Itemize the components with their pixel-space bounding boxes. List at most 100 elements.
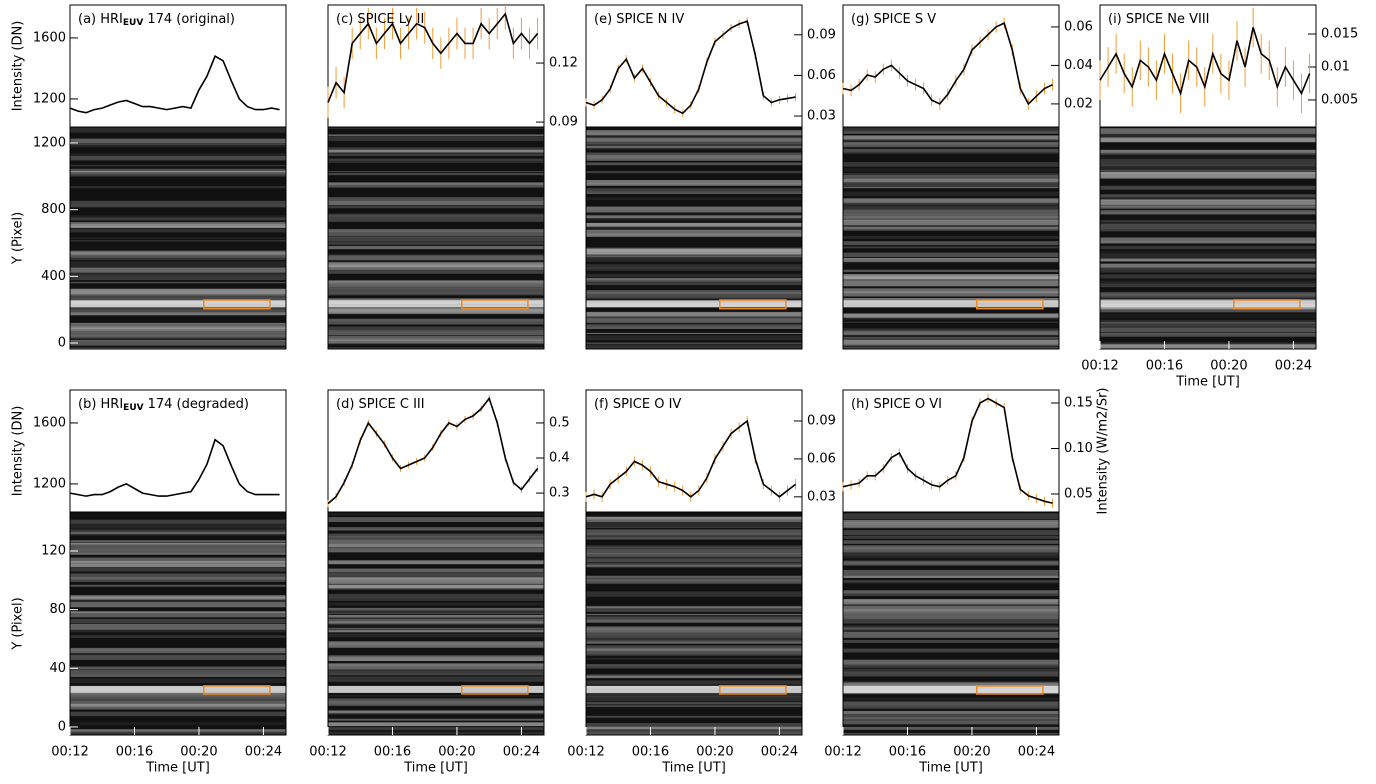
image-stripe [843,704,1059,709]
image-stripe [70,293,286,295]
image-stripe [586,621,802,624]
x-axis-label: Time [UT] [145,761,210,776]
image-stripe [586,613,802,616]
image-stripe [1100,172,1316,174]
image-stripe [843,246,1059,249]
image-stripe [586,666,802,669]
image-stripe [843,131,1059,134]
image-stripe [328,513,544,516]
image-stripe [70,654,286,660]
image-stripe [70,144,286,147]
image-stripe [586,726,802,730]
image-stripe [586,146,802,148]
image-stripe [843,241,1059,246]
panel-title: (f) SPICE O IV [594,397,681,412]
image-stripe [328,287,544,292]
image-stripe [328,241,544,245]
image-stripe [843,338,1059,340]
image-stripe [843,226,1059,231]
image-stripe [70,694,286,699]
image-stripe [843,186,1059,189]
image-stripe [843,316,1059,319]
image-stripe [586,292,802,298]
image-stripe [70,595,286,599]
image-stripe [328,694,544,697]
image-stripe [586,545,802,550]
image-stripe [328,326,544,332]
image-stripe [843,560,1059,564]
panel-title: (i) SPICE Ne VIII [1108,12,1210,27]
image-stripe [328,154,544,157]
image-stripe [586,729,802,733]
image-stripe [328,722,544,726]
panel-title-text: (d) SPICE C III [336,397,425,412]
image-stripe [843,519,1059,524]
panel-title-text: (a) HRI [78,12,123,27]
image-stripe [70,648,286,652]
image-stripe [1100,322,1316,324]
selection-box [203,299,271,310]
image-stripe [328,213,544,217]
image-stripe [843,627,1059,630]
image-stripe [586,536,802,540]
image-stripe [586,300,802,308]
image-stripe [1100,280,1316,287]
image-stripe [70,540,286,542]
image-stripe [328,630,544,633]
image-stripe [586,557,802,563]
series-line [69,55,280,114]
image-stripe [1100,137,1316,143]
line-panel: 0.03 0.06 0.09 (f) SPICE O IV [585,389,836,513]
panel-title: (d) SPICE C III [336,397,425,412]
image-stripe [70,711,286,717]
image-stripe [328,536,544,538]
image-stripe [843,152,1059,155]
line-panel: 1200 1600 (b) HRIEUV 174 (degraded) Intensit… [11,389,287,513]
image-stripe [586,253,802,258]
image-stripe [1100,258,1316,262]
y-tick-label: 0 [58,336,66,351]
image-stripe [1100,319,1316,324]
image-stripe [843,269,1059,273]
image-stripe [328,283,544,288]
image-stripe [586,685,802,693]
image-stripe [70,274,286,281]
image-stripe [586,675,802,678]
y-tick-label: 1600 [33,30,66,45]
panel-title-text: (c) SPICE Ly II [336,12,424,27]
panel-title-subscript: EUV [123,403,143,413]
y-tick-label: 0.04 [1064,58,1093,73]
image-stripe [328,280,544,284]
image-stripe [328,214,544,217]
panel-title: (a) HRIEUV 174 (original) [78,12,235,28]
image-stripe [328,527,544,531]
image-stripe [843,662,1059,667]
image-stripe [70,635,286,638]
image-stripe [843,235,1059,239]
panel-title: (h) SPICE O VI [851,397,942,412]
image-stripe [328,270,544,274]
x-tick-label: 00:12 [567,745,604,760]
y-tick-label: 0.01 [1321,59,1350,74]
image-stripe [70,602,286,608]
image-stripe [70,300,286,308]
image-stripe [843,545,1059,550]
image-stripe [1100,149,1316,155]
image-stripe [586,517,802,522]
image-panel: 0 40 80 120 00:12 00:16 00:20 00:24 Time [UT] Y (… [11,511,287,776]
image-stripe [328,593,544,598]
image-stripe [843,321,1059,323]
image-stripe [586,577,802,580]
image-stripe [843,663,1059,669]
image-stripe [843,682,1059,687]
image-stripe [586,265,802,270]
image-stripe [586,722,802,727]
panel-title: (g) SPICE S V [851,12,936,27]
image-stripe [328,261,544,266]
image-stripe [843,288,1059,292]
image-stripe [586,222,802,228]
image-stripe [1100,250,1316,255]
x-tick-label: 00:12 [309,745,346,760]
image-stripe [70,164,286,167]
image-stripe [328,673,544,675]
